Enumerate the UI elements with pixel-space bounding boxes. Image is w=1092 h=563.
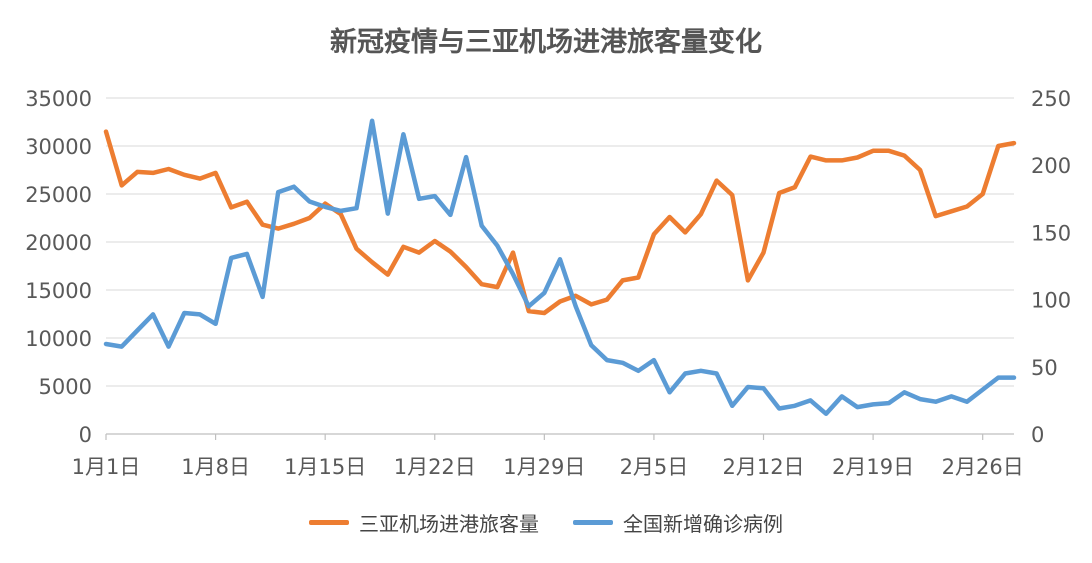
y-left-tick-label: 5000 <box>39 375 92 399</box>
x-tick-label: 2月12日 <box>722 455 804 479</box>
series-line-passengers <box>103 129 1017 316</box>
axes <box>105 433 1014 440</box>
series-lines <box>103 118 1017 417</box>
legend-swatch-blue <box>573 520 613 525</box>
legend-item-cases[interactable]: 全国新增确诊病例 <box>573 508 783 537</box>
y-right-tick-label: 250 <box>1031 87 1071 111</box>
x-tick-label: 1月1日 <box>72 455 141 479</box>
grid-lines <box>106 97 1014 387</box>
x-tick-label: 2月5日 <box>620 455 689 479</box>
legend: 三亚机场进港旅客量 全国新增确诊病例 <box>0 508 1092 537</box>
legend-item-passengers[interactable]: 三亚机场进港旅客量 <box>309 508 539 537</box>
y-left-tick-label: 35000 <box>25 87 92 111</box>
x-tick-label: 1月29日 <box>503 455 585 479</box>
legend-label-passengers: 三亚机场进港旅客量 <box>359 512 539 536</box>
x-tick-label: 1月22日 <box>394 455 476 479</box>
tick-labels: 0 5000 10000 15000 20000 25000 30000 35000 0 50 10… <box>25 87 1071 479</box>
legend-swatch-orange <box>309 520 349 525</box>
y-left-tick-label: 20000 <box>25 231 92 255</box>
y-right-tick-label: 0 <box>1031 423 1044 447</box>
x-tick-label: 1月15日 <box>284 455 366 479</box>
y-right-tick-label: 150 <box>1031 221 1071 245</box>
y-left-tick-label: 10000 <box>25 327 92 351</box>
chart-plot: 0 5000 10000 15000 20000 25000 30000 35000 0 50 10… <box>25 87 1071 479</box>
x-tick-label: 2月26日 <box>942 455 1024 479</box>
y-left-tick-label: 25000 <box>25 183 92 207</box>
y-right-tick-label: 100 <box>1031 289 1071 313</box>
x-tick-label: 2月19日 <box>832 455 914 479</box>
series-line-cases <box>103 118 1017 417</box>
x-tick-label: 1月8日 <box>181 455 250 479</box>
chart-title: 新冠疫情与三亚机场进港旅客量变化 <box>330 27 762 58</box>
y-left-tick-label: 0 <box>79 423 92 447</box>
y-right-tick-label: 200 <box>1031 154 1071 178</box>
legend-label-cases: 全国新增确诊病例 <box>623 512 783 536</box>
y-left-tick-label: 30000 <box>25 135 92 159</box>
y-right-tick-label: 50 <box>1031 356 1058 380</box>
y-left-tick-label: 15000 <box>25 279 92 303</box>
